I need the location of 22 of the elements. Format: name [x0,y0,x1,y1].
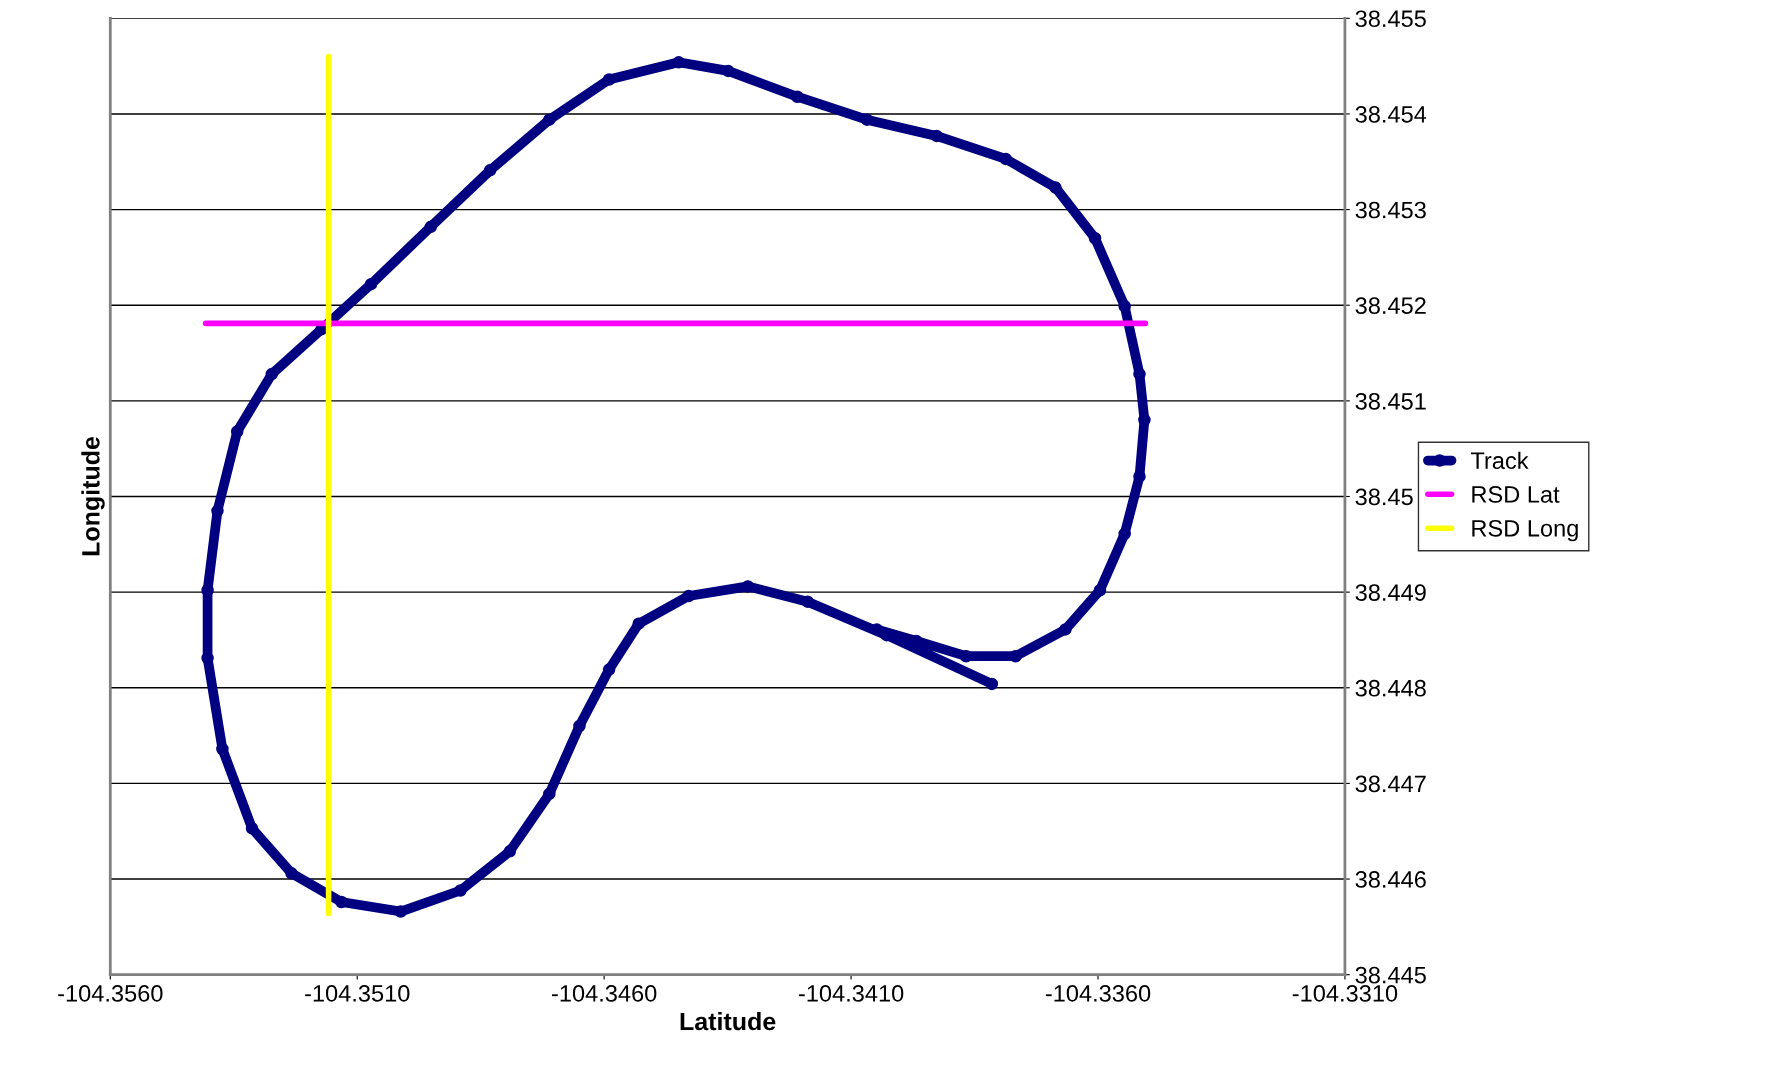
legend-label: Track [1470,451,1529,470]
x-tick-label: -104.3510 [305,985,410,1002]
x-tick-label: -104.3310 [1292,985,1398,1002]
x-tick-label: -104.3360 [1045,985,1151,1002]
legend-label: RSD Lat [1472,486,1560,503]
y-tick-label: 38.453 [1355,201,1426,219]
y-tick-label: 38.449 [1355,584,1426,601]
y-axis-title: Longitude [81,436,105,556]
y-tick-label: 38.448 [1355,679,1426,697]
y-tick-label: 38.451 [1355,392,1426,410]
x-tick-label: -104.3560 [58,985,163,1002]
x-tick-label: -104.3460 [552,985,657,1002]
y-tick-label: 38.446 [1355,871,1426,888]
y-tick-label: 38.452 [1355,297,1426,315]
y-tick-label: 38.45 [1355,488,1413,506]
x-axis-title: Latitude [680,1011,776,1031]
y-tick-label: 38.445 [1355,966,1426,984]
y-tick-label: 38.447 [1355,775,1426,793]
x-tick-label: -104.3410 [798,985,904,1002]
legend-label: RSD Long [1472,519,1578,542]
y-tick-label: 38.455 [1355,10,1426,28]
y-tick-label: 38.454 [1355,106,1427,123]
